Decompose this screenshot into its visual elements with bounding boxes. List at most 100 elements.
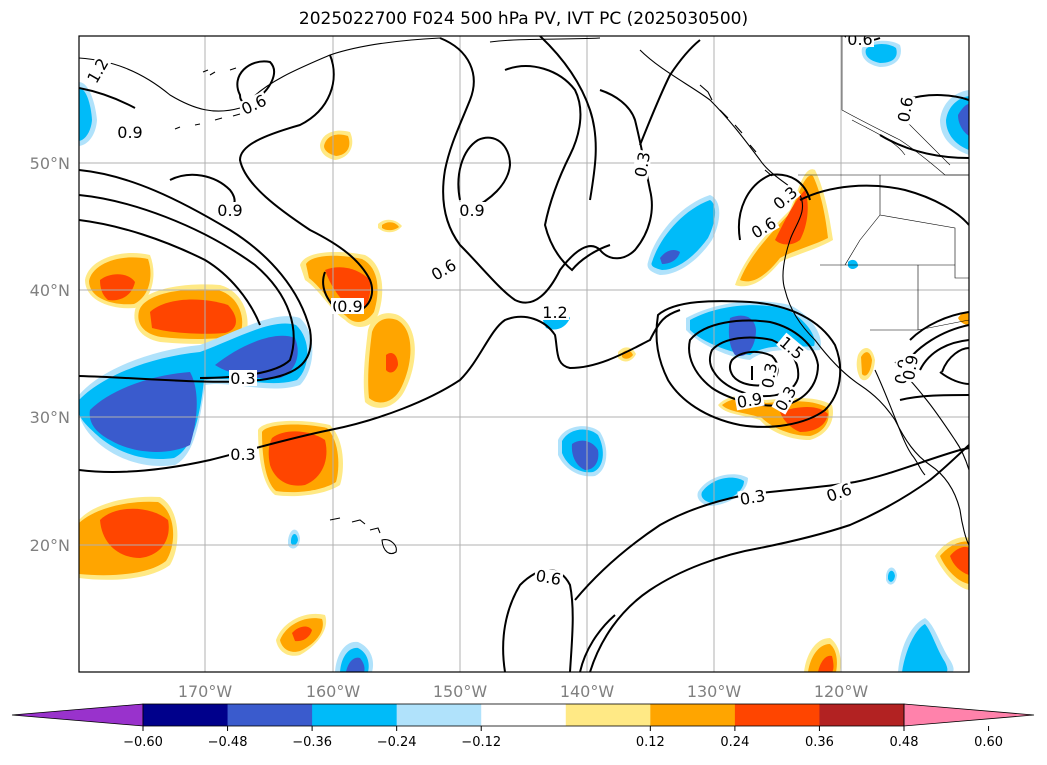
- contour-label-bg: [846, 36, 874, 47]
- longitude-label: 160°W: [306, 682, 361, 701]
- contour-label-bg: [229, 446, 257, 462]
- contour-label-bg: [116, 124, 144, 140]
- latitude-label: 50°N: [30, 154, 70, 173]
- contour-label-bg: [216, 202, 244, 218]
- contour-label-bg: [427, 255, 460, 284]
- anomaly-negative: [728, 315, 756, 356]
- contour-label: 0.6: [847, 30, 872, 49]
- colorbar: −0.60 −0.48 −0.36 −0.24 −0.12 0.12 0.24 0.36 0.4…: [11, 703, 1035, 750]
- colorbar-frame: [142, 703, 905, 727]
- contour-label-bg: [83, 54, 112, 87]
- contour-label-bg: [734, 389, 765, 411]
- colorbar-tick-label: −0.48: [208, 735, 248, 750]
- contour-label-bg: [769, 182, 801, 213]
- colorbar-tick-label: 0.12: [636, 735, 665, 750]
- colorbar-segment: [396, 704, 482, 726]
- contour-label-bg: [458, 202, 486, 218]
- anomaly-negative: [571, 440, 599, 470]
- colorbar-extend-low: [11, 703, 144, 727]
- longitude-labels: 170°W 160°W 150°W 140°W 130°W 120°W: [178, 682, 869, 701]
- longitude-label: 170°W: [178, 682, 233, 701]
- map-frame: [78, 35, 970, 673]
- contour-label: 0.6: [534, 566, 562, 589]
- contour-label-bg: [823, 479, 855, 505]
- map-title: 2025022700 F024 500 hPa PV, IVT PC (2025…: [298, 9, 749, 29]
- colorbar-tick-label: 0.24: [720, 735, 749, 750]
- contour-label-bg: [229, 370, 257, 386]
- colorbar-tick-label: −0.24: [377, 735, 417, 750]
- contour-label-bg: [776, 332, 808, 363]
- colorbar-segment: [312, 704, 398, 726]
- anomaly-negative: [888, 570, 895, 582]
- contour-label: 0.3: [738, 486, 766, 509]
- colorbar-extend-high: [903, 703, 1035, 727]
- contour-label: 0.6: [894, 95, 917, 123]
- anomaly-negative: [291, 534, 298, 546]
- anomaly-positive: [386, 353, 398, 373]
- contour-label: 0.9: [899, 353, 922, 381]
- longitude-label: 150°W: [433, 682, 488, 701]
- contour-label-bg: [747, 213, 780, 242]
- anomaly-positive: [268, 431, 327, 486]
- anomaly-positive: [292, 626, 312, 642]
- longitude-label: 130°W: [687, 682, 742, 701]
- contour-label: 0.3: [631, 150, 654, 178]
- colorbar-segment: [481, 704, 567, 726]
- contour-label-bg: [771, 382, 800, 415]
- anomaly-negative: [89, 372, 197, 452]
- contour-label-bg: [533, 566, 564, 588]
- colorbar-tick-label: 0.36: [805, 735, 834, 750]
- contour-label-bg: [237, 91, 270, 118]
- contour-label-bg: [758, 360, 780, 391]
- contour-label-bg: [336, 298, 364, 314]
- contour-label: 0.9: [217, 201, 242, 220]
- anomaly-negative: [701, 477, 744, 503]
- latitude-labels: 50°N 40°N 30°N 20°N: [30, 154, 70, 555]
- contour-label: 0.3: [230, 445, 255, 464]
- latitude-label: 30°N: [30, 408, 70, 427]
- gridlines: [79, 36, 969, 672]
- colorbar-segment: [819, 704, 905, 726]
- colorbar-tick-label: 0.60: [974, 735, 1003, 750]
- anomaly-positive: [100, 274, 135, 301]
- longitude-label: 120°W: [814, 682, 869, 701]
- contour-label: 0.3: [230, 369, 255, 388]
- anomaly-positive: [775, 190, 808, 245]
- colorbar-segment: [227, 704, 313, 726]
- contour-label: 0.9: [337, 297, 362, 316]
- anomaly-negative: [865, 43, 897, 63]
- contour-label-bg: [631, 149, 653, 180]
- contour-label: 0.3: [758, 361, 781, 389]
- contour-label-bg: [541, 304, 569, 320]
- colorbar-tick-label: −0.36: [292, 735, 332, 750]
- anomaly-positive: [150, 299, 236, 334]
- colorbar-tick-label: −0.12: [461, 735, 501, 750]
- contour-label-bg: [894, 94, 916, 125]
- anomaly-positive: [780, 406, 828, 432]
- political-borders: [798, 36, 969, 331]
- contour-label-bg: [899, 352, 921, 383]
- anomaly-positive: [382, 222, 399, 231]
- contour-label: 0.9: [459, 201, 484, 220]
- colorbar-segment: [650, 704, 736, 726]
- anomaly-positive: [818, 655, 834, 672]
- colorbar-segment: [734, 704, 820, 726]
- colorbar-segment: [143, 704, 229, 726]
- anomaly-negative: [848, 259, 858, 269]
- anomaly-positive: [100, 508, 169, 558]
- colorbar-segment: [565, 704, 651, 726]
- latitude-label: 20°N: [30, 536, 70, 555]
- anomaly-negative: [902, 624, 948, 672]
- latitude-label: 40°N: [30, 281, 70, 300]
- contour-label-bg: [737, 486, 768, 508]
- anomaly-negative: [79, 88, 92, 141]
- anomaly-positive: [861, 352, 872, 376]
- anomaly-positive: [950, 546, 969, 575]
- contour-label: 0.9: [735, 389, 763, 412]
- colorbar-tick-label: 0.48: [890, 735, 919, 750]
- map-panel: 1.20.60.90.90.90.90.30.60.60.90.30.30.30…: [79, 30, 969, 672]
- longitude-label: 140°W: [560, 682, 615, 701]
- anomaly-negative: [346, 657, 365, 672]
- anomaly-negative: [958, 104, 969, 136]
